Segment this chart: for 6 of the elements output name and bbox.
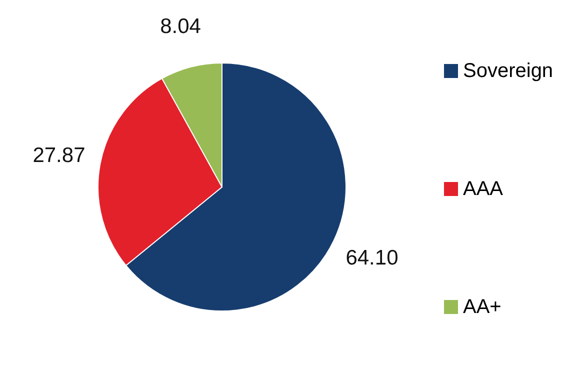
legend-label: AA+ xyxy=(463,296,502,318)
legend-label: AAA xyxy=(463,178,504,200)
data-label: 64.10 xyxy=(346,246,398,270)
data-label: 8.04 xyxy=(160,14,202,38)
legend-label: Sovereign xyxy=(463,60,554,82)
data-label: 27.87 xyxy=(32,144,86,168)
